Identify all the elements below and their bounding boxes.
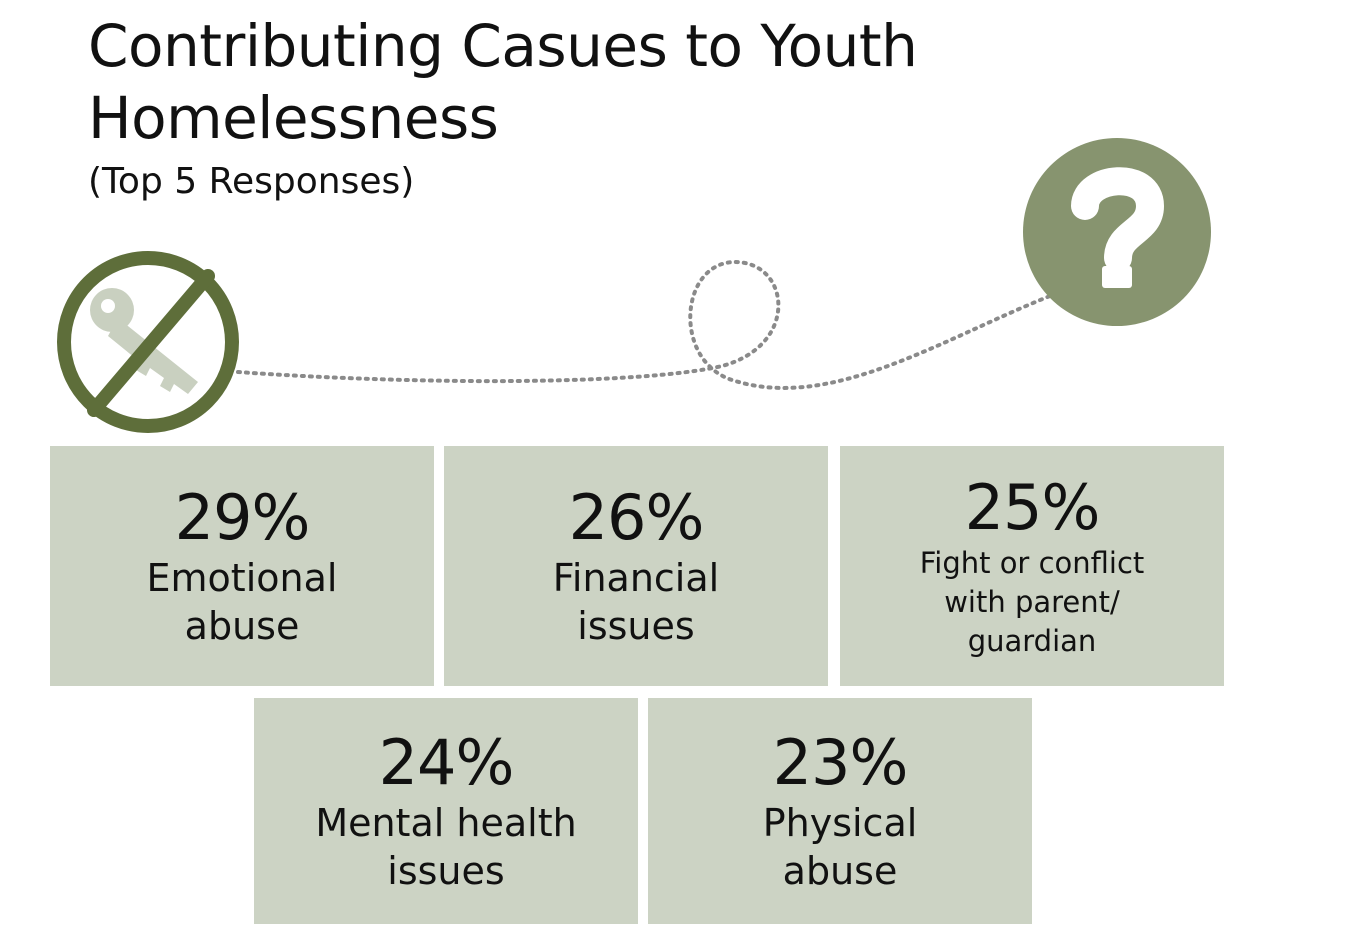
response-card-financial-issues: 26% Financial issues bbox=[444, 446, 828, 686]
response-percent: 23% bbox=[772, 726, 909, 799]
response-percent: 26% bbox=[568, 481, 705, 554]
response-percent: 24% bbox=[378, 726, 515, 799]
page-title: Contributing Casues to Youth Homelessnes… bbox=[88, 12, 918, 152]
question-mark-icon bbox=[1023, 138, 1211, 326]
dotted-path bbox=[236, 259, 1052, 390]
page-subtitle: (Top 5 Responses) bbox=[88, 161, 415, 202]
response-card-mental-health: 24% Mental health issues bbox=[254, 698, 638, 924]
response-percent: 29% bbox=[174, 481, 311, 554]
response-label: Physical abuse bbox=[762, 801, 918, 893]
response-label: Fight or conflict with parent/ guardian bbox=[919, 545, 1145, 658]
response-percent: 25% bbox=[964, 470, 1101, 544]
response-label: Mental health issues bbox=[315, 801, 577, 893]
response-card-family-conflict: 25% Fight or conflict with parent/ guard… bbox=[840, 446, 1224, 686]
response-label: Financial issues bbox=[552, 556, 720, 648]
response-card-physical-abuse: 23% Physical abuse bbox=[648, 698, 1032, 924]
no-key-icon bbox=[57, 251, 239, 433]
response-card-emotional-abuse: 29% Emotional abuse bbox=[50, 446, 434, 686]
response-label: Emotional abuse bbox=[146, 556, 338, 648]
